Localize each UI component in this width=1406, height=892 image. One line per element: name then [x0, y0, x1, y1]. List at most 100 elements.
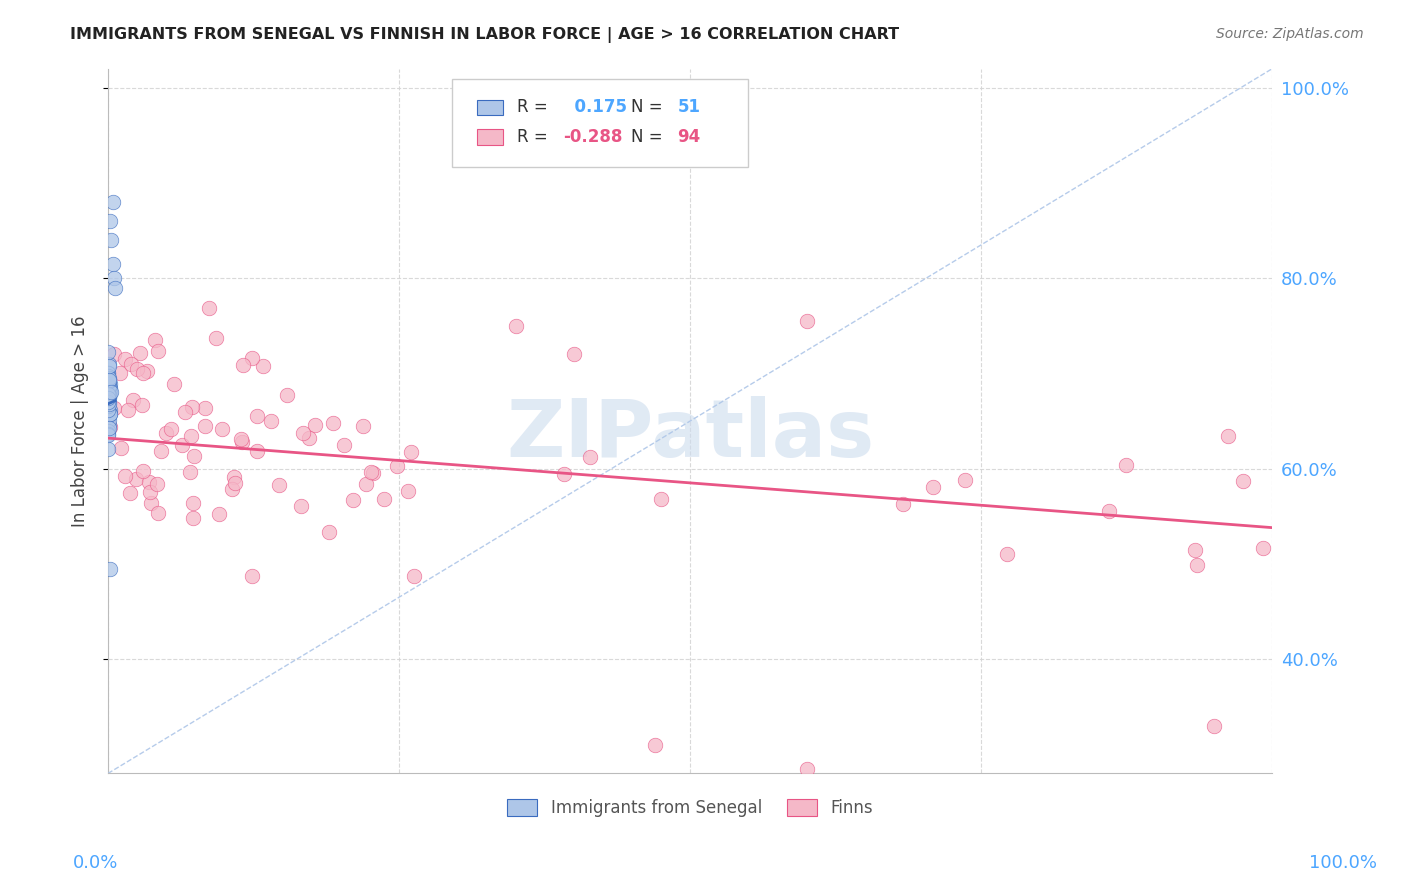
FancyBboxPatch shape	[477, 129, 503, 145]
Point	[98, 413, 121, 427]
Point	[97, 426, 120, 441]
Point	[98, 405, 121, 419]
Point	[118, 486, 141, 500]
Point	[148, 344, 170, 359]
Point	[1216, 429, 1239, 443]
Point	[260, 414, 283, 428]
Point	[1232, 474, 1254, 488]
Point	[150, 443, 173, 458]
Point	[98, 408, 121, 422]
Point	[160, 422, 183, 436]
Point	[318, 524, 340, 539]
Point	[553, 467, 575, 482]
Point	[194, 401, 217, 415]
Point	[385, 458, 408, 473]
Point	[97, 373, 120, 387]
Point	[101, 257, 124, 271]
Point	[796, 314, 818, 328]
Point	[97, 387, 120, 401]
Point	[232, 359, 254, 373]
Point	[98, 377, 121, 392]
Point	[98, 561, 121, 575]
Point	[135, 364, 157, 378]
Point	[146, 477, 169, 491]
Text: R =: R =	[517, 98, 547, 116]
Point	[143, 333, 166, 347]
Point	[333, 438, 356, 452]
Point	[97, 428, 120, 442]
Point	[103, 347, 125, 361]
Point	[179, 466, 201, 480]
Point	[97, 369, 120, 384]
Point	[97, 373, 120, 387]
Point	[97, 379, 120, 393]
Text: 94: 94	[678, 128, 700, 146]
Point	[97, 421, 120, 435]
Point	[97, 395, 120, 409]
Point	[97, 390, 120, 404]
Point	[97, 379, 120, 393]
Point	[399, 445, 422, 459]
Text: 0.0%: 0.0%	[73, 855, 118, 872]
Point	[252, 359, 274, 373]
Point	[97, 391, 120, 405]
Point	[955, 474, 977, 488]
Point	[579, 450, 602, 465]
Point	[650, 491, 672, 506]
Point	[110, 441, 132, 455]
Point	[98, 214, 121, 228]
Point	[298, 431, 321, 445]
Point	[114, 352, 136, 367]
Point	[101, 194, 124, 209]
Point	[360, 466, 382, 480]
Point	[174, 405, 197, 419]
Point	[170, 438, 193, 452]
Text: 51: 51	[678, 98, 700, 116]
Point	[132, 367, 155, 381]
Point	[108, 367, 131, 381]
Point	[148, 506, 170, 520]
Point	[1185, 558, 1208, 572]
Point	[181, 510, 204, 524]
Point	[139, 484, 162, 499]
Point	[103, 271, 125, 285]
Point	[1251, 541, 1274, 556]
Point	[97, 418, 120, 433]
Point	[644, 738, 666, 752]
Point	[98, 381, 121, 395]
Point	[562, 347, 585, 361]
Point	[97, 379, 120, 393]
Point	[204, 331, 226, 345]
Text: Source: ZipAtlas.com: Source: ZipAtlas.com	[1216, 27, 1364, 41]
Point	[402, 569, 425, 583]
Point	[97, 366, 120, 380]
Point	[276, 387, 298, 401]
Text: IMMIGRANTS FROM SENEGAL VS FINNISH IN LABOR FORCE | AGE > 16 CORRELATION CHART: IMMIGRANTS FROM SENEGAL VS FINNISH IN LA…	[70, 27, 900, 43]
FancyBboxPatch shape	[477, 100, 503, 115]
Point	[354, 476, 377, 491]
Point	[352, 419, 374, 434]
Point	[97, 424, 120, 438]
Point	[221, 482, 243, 496]
Point	[198, 301, 221, 316]
Point	[97, 442, 120, 456]
Point	[97, 344, 120, 359]
Point	[208, 507, 231, 521]
Point	[240, 351, 263, 366]
Text: 0.175: 0.175	[564, 98, 627, 116]
Point	[304, 417, 326, 432]
Point	[155, 425, 177, 440]
Point	[139, 496, 162, 510]
Point	[1115, 458, 1137, 472]
Point	[796, 762, 818, 776]
Point	[100, 233, 122, 247]
Point	[122, 392, 145, 407]
Text: 100.0%: 100.0%	[1309, 855, 1376, 872]
Point	[194, 419, 217, 434]
Point	[1184, 543, 1206, 558]
Point	[183, 449, 205, 463]
Point	[129, 346, 152, 360]
Point	[181, 401, 204, 415]
Point	[132, 464, 155, 478]
Point	[97, 395, 120, 409]
